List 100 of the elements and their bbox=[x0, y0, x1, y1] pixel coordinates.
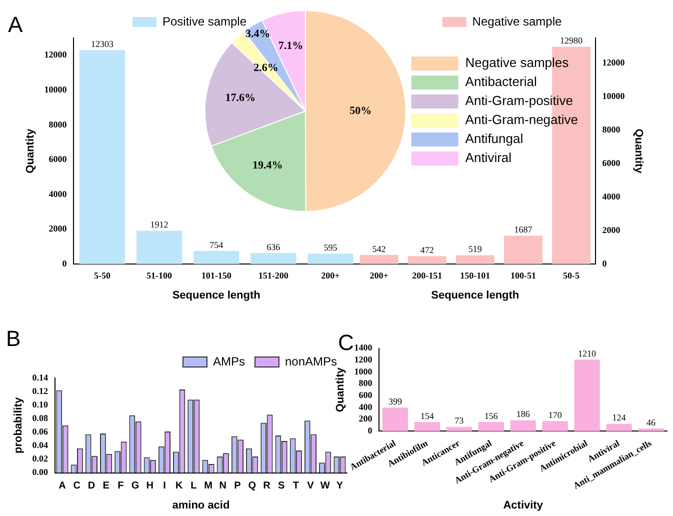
data-label: 472 bbox=[420, 244, 434, 255]
y-tick-label: 0.10 bbox=[32, 399, 48, 410]
x-axis-title: Activity bbox=[503, 499, 544, 512]
data-label: 1687 bbox=[514, 224, 533, 235]
x-tick-label: N bbox=[219, 480, 226, 492]
y-tick-label: 0 bbox=[368, 426, 373, 436]
legend-label: AMPs bbox=[212, 354, 245, 368]
data-label: 154 bbox=[420, 410, 434, 421]
x-tick-label: 150-101 bbox=[460, 270, 491, 281]
y2-tick-label: 2000 bbox=[602, 224, 621, 235]
y-tick-label: 1400 bbox=[354, 342, 373, 353]
y-axis-title: Quantity bbox=[334, 366, 347, 412]
data-label: 3.4% bbox=[246, 28, 270, 40]
x-tick-label: P bbox=[234, 480, 242, 492]
x-tick-label: G bbox=[131, 480, 140, 492]
y-tick-label: 12000 bbox=[44, 50, 68, 60]
x-axis-title: Sequence length bbox=[172, 289, 261, 302]
bar bbox=[308, 254, 354, 264]
data-label: 46 bbox=[646, 417, 656, 428]
y-tick-label: 0.14 bbox=[32, 372, 48, 382]
x-tick-label: M bbox=[204, 480, 212, 492]
x-tick-label: 50-5 bbox=[563, 270, 580, 281]
y-tick-label: 8000 bbox=[48, 119, 68, 130]
y-axis-title: probability bbox=[12, 396, 25, 454]
data-label: 636 bbox=[266, 242, 281, 252]
y-tick-label: 800 bbox=[358, 378, 373, 388]
bar bbox=[194, 250, 240, 264]
y2-tick-label: 12000 bbox=[602, 57, 626, 68]
y2-tick-label: 10000 bbox=[602, 90, 626, 101]
x-tick-label: L bbox=[190, 480, 197, 492]
data-label: 170 bbox=[548, 410, 562, 420]
y-tick-label: 0.04 bbox=[32, 440, 48, 450]
y-tick-label: 0.12 bbox=[32, 386, 48, 396]
y-axis-title: Quantity bbox=[24, 128, 37, 174]
x-tick-label: 200+ bbox=[321, 270, 340, 281]
x-tick-label: 200-151 bbox=[412, 270, 443, 281]
bar bbox=[136, 230, 182, 264]
x-tick-label: D bbox=[88, 480, 96, 492]
bar bbox=[360, 254, 398, 264]
legend-label: Positive sample bbox=[162, 14, 247, 28]
y-tick-label: 2000 bbox=[48, 224, 68, 234]
legend-label: Antifungal bbox=[465, 131, 524, 146]
y-tick-label: 0.08 bbox=[32, 412, 48, 423]
bar bbox=[478, 422, 504, 432]
data-label: 12303 bbox=[90, 38, 114, 49]
bar bbox=[542, 421, 568, 432]
bar bbox=[408, 256, 446, 264]
bar bbox=[382, 408, 408, 432]
text: B bbox=[6, 326, 21, 352]
x-tick-label: 51-100 bbox=[146, 270, 173, 281]
data-label: 186 bbox=[516, 409, 530, 420]
data-label: 73 bbox=[454, 416, 464, 426]
x-tick-label: H bbox=[146, 480, 154, 492]
x-tick-label: T bbox=[292, 480, 299, 492]
bar bbox=[638, 428, 664, 432]
data-label: 124 bbox=[612, 412, 626, 423]
y-axis-title: Quantity bbox=[632, 128, 644, 174]
y-tick-label: 600 bbox=[358, 390, 373, 400]
x-tick-label: Y bbox=[336, 480, 344, 492]
y-tick-label: 0.00 bbox=[32, 467, 48, 478]
data-label: 754 bbox=[210, 240, 224, 250]
text: A bbox=[8, 12, 23, 38]
y2-tick-label: 8000 bbox=[602, 124, 621, 134]
x-tick-label: E bbox=[102, 480, 110, 492]
y-tick-label: 6000 bbox=[48, 154, 68, 164]
y-tick-label: 0.02 bbox=[32, 454, 48, 464]
bar bbox=[414, 422, 440, 432]
data-label: 1912 bbox=[150, 220, 168, 230]
bar bbox=[446, 426, 472, 432]
data-label: 399 bbox=[388, 396, 402, 406]
legend-label: Anti-Gram-negative bbox=[465, 112, 578, 128]
y-tick-label: 0 bbox=[62, 258, 68, 268]
bar bbox=[79, 50, 126, 264]
x-tick-label: Q bbox=[248, 480, 256, 492]
y-tick-label: 400 bbox=[358, 402, 373, 412]
legend-label: Antiviral bbox=[465, 150, 512, 166]
data-label: 519 bbox=[468, 244, 482, 254]
legend-label: Negative samples bbox=[465, 55, 570, 70]
x-tick-label: S bbox=[278, 480, 285, 492]
x-tick-label: 200+ bbox=[370, 270, 388, 281]
x-tick-label: R bbox=[263, 480, 272, 492]
y-tick-label: 1200 bbox=[354, 354, 373, 365]
x-tick-label: K bbox=[175, 480, 184, 492]
x-tick-label: C bbox=[73, 480, 80, 492]
data-label: 2.6% bbox=[254, 62, 278, 74]
text: C bbox=[338, 330, 354, 356]
x-tick-label: 100-51 bbox=[510, 270, 536, 281]
bar bbox=[250, 252, 296, 264]
x-tick-label: F bbox=[118, 480, 124, 492]
data-label: 19.4% bbox=[252, 159, 283, 172]
legend-label: Negative sample bbox=[472, 14, 562, 28]
legend-label: Antibacterial bbox=[465, 74, 537, 90]
data-label: 595 bbox=[324, 242, 338, 253]
data-label: 156 bbox=[484, 410, 498, 421]
y2-tick-label: 4000 bbox=[602, 191, 621, 202]
legend-label: Anti-Gram-positive bbox=[465, 93, 573, 108]
data-label: 1210 bbox=[578, 348, 597, 358]
y-tick-label: 200 bbox=[358, 414, 373, 424]
x-axis-title: Sequence length bbox=[431, 289, 520, 302]
x-tick-label: 151-200 bbox=[258, 270, 289, 281]
